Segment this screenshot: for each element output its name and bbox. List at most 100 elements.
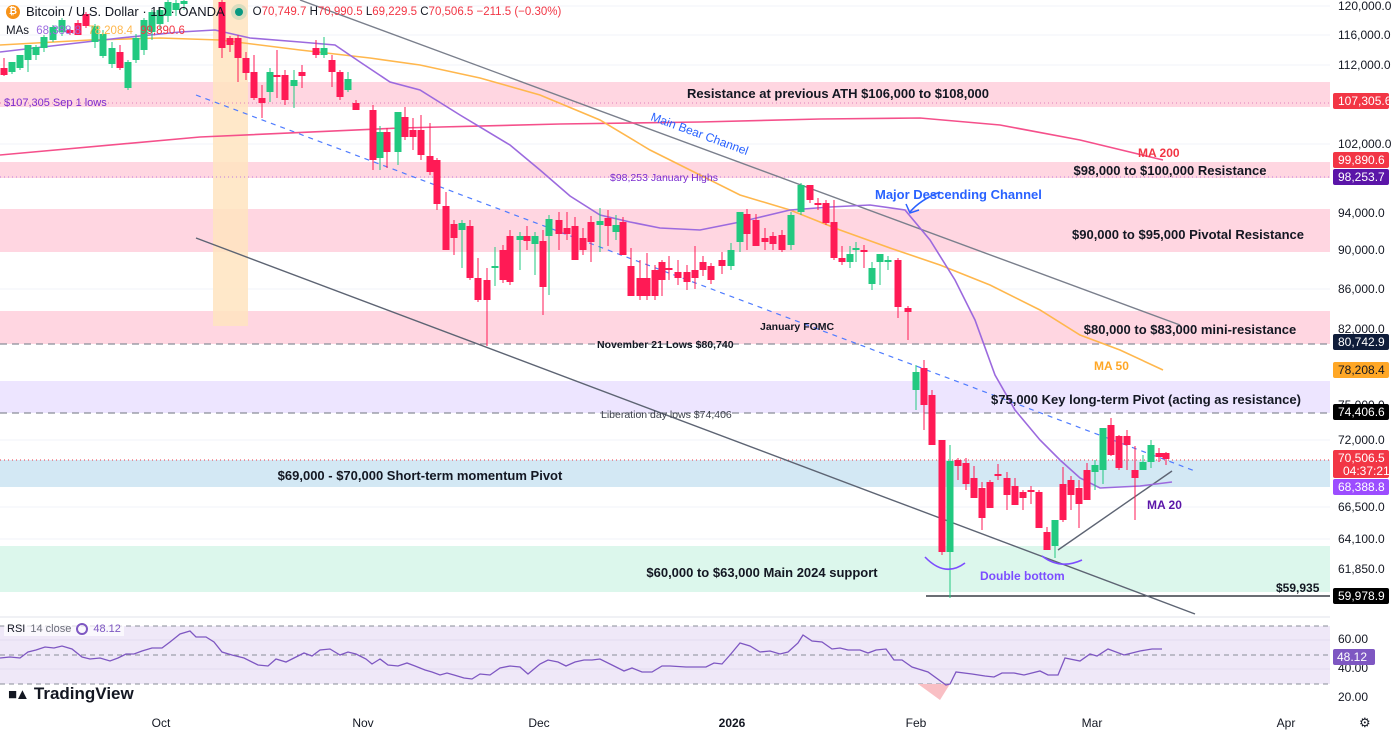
candle[interactable] xyxy=(1107,425,1115,455)
candle[interactable] xyxy=(884,260,892,262)
ma20-line[interactable] xyxy=(0,29,1173,489)
candle[interactable] xyxy=(124,62,132,88)
candle[interactable] xyxy=(242,58,250,73)
candle[interactable] xyxy=(523,236,531,241)
candle[interactable] xyxy=(587,222,595,242)
main-bear-channel-lower[interactable] xyxy=(195,237,1196,615)
candle[interactable] xyxy=(1083,470,1091,500)
candle[interactable] xyxy=(0,68,8,75)
candle[interactable] xyxy=(752,220,760,246)
candle[interactable] xyxy=(383,132,391,152)
candle[interactable] xyxy=(483,280,491,300)
candle[interactable] xyxy=(683,272,691,282)
candle[interactable] xyxy=(32,47,40,55)
candle[interactable] xyxy=(108,48,116,64)
candle[interactable] xyxy=(258,98,266,103)
candle[interactable] xyxy=(838,258,846,262)
candle[interactable] xyxy=(946,461,954,552)
candle[interactable] xyxy=(273,75,281,77)
symbol-header[interactable]: ₿ Bitcoin / U.S. Dollar · 1D · OANDA O70… xyxy=(6,4,561,19)
candle[interactable] xyxy=(876,254,884,262)
candle[interactable] xyxy=(180,1,188,4)
candle[interactable] xyxy=(778,235,786,250)
69k-70k-zone[interactable] xyxy=(0,460,1330,487)
candle[interactable] xyxy=(539,241,547,287)
candle[interactable] xyxy=(156,10,164,24)
candle[interactable] xyxy=(1059,484,1067,520)
60k-63k-zone[interactable] xyxy=(0,546,1330,592)
candle[interactable] xyxy=(298,72,306,76)
candle[interactable] xyxy=(336,72,344,97)
symbol-title[interactable]: Bitcoin / U.S. Dollar · 1D · OANDA xyxy=(26,4,225,19)
candle[interactable] xyxy=(636,278,644,296)
candle[interactable] xyxy=(401,117,409,137)
candle[interactable] xyxy=(91,26,99,42)
candle[interactable] xyxy=(99,34,107,56)
ma50-line[interactable] xyxy=(0,37,1164,371)
candle[interactable] xyxy=(962,463,970,484)
candle[interactable] xyxy=(218,2,226,48)
candle[interactable] xyxy=(290,80,298,86)
candle[interactable] xyxy=(1139,462,1147,470)
candle[interactable] xyxy=(651,270,659,296)
candle[interactable] xyxy=(743,214,751,234)
candles-layer[interactable] xyxy=(0,0,1170,598)
candle[interactable] xyxy=(458,223,466,230)
candle[interactable] xyxy=(466,226,474,278)
candle[interactable] xyxy=(787,215,795,245)
candle[interactable] xyxy=(806,185,814,200)
candle[interactable] xyxy=(40,37,48,48)
candle[interactable] xyxy=(904,308,912,312)
candle[interactable] xyxy=(761,238,769,242)
candle[interactable] xyxy=(579,238,587,250)
candle[interactable] xyxy=(691,270,699,278)
candle[interactable] xyxy=(8,62,16,72)
candle[interactable] xyxy=(234,38,242,58)
candle[interactable] xyxy=(1043,532,1051,550)
candle[interactable] xyxy=(1067,480,1075,495)
candle[interactable] xyxy=(369,110,377,160)
candle[interactable] xyxy=(450,224,458,238)
candle[interactable] xyxy=(978,488,986,518)
candle[interactable] xyxy=(852,248,860,250)
candle[interactable] xyxy=(658,262,666,280)
candle[interactable] xyxy=(1162,453,1170,459)
rsi-pane[interactable] xyxy=(0,625,1330,700)
candle[interactable] xyxy=(281,75,289,100)
candle[interactable] xyxy=(344,79,352,90)
candle[interactable] xyxy=(954,460,962,466)
candle[interactable] xyxy=(814,203,822,205)
candle[interactable] xyxy=(82,14,90,26)
candle[interactable] xyxy=(986,482,994,508)
candle[interactable] xyxy=(250,72,258,98)
candle[interactable] xyxy=(699,262,707,270)
main-bear-channel-upper[interactable] xyxy=(299,0,1181,326)
candle[interactable] xyxy=(718,260,726,266)
candle[interactable] xyxy=(555,220,563,234)
candle[interactable] xyxy=(1123,436,1131,445)
candle[interactable] xyxy=(1131,470,1139,478)
candle[interactable] xyxy=(797,185,805,212)
candle[interactable] xyxy=(928,395,936,445)
candle[interactable] xyxy=(563,228,571,234)
candle[interactable] xyxy=(1035,492,1043,528)
candle[interactable] xyxy=(830,222,838,258)
ma200-line[interactable] xyxy=(0,117,1164,161)
candle[interactable] xyxy=(1075,488,1083,504)
candle[interactable] xyxy=(860,250,868,252)
candle[interactable] xyxy=(376,132,384,158)
candle[interactable] xyxy=(1099,428,1107,470)
mas-legend[interactable]: MAs 68,388.8 78,208.4 99,890.6 xyxy=(6,25,185,37)
candle[interactable] xyxy=(545,219,553,236)
candle[interactable] xyxy=(846,254,854,262)
candle[interactable] xyxy=(1155,453,1163,457)
candle[interactable] xyxy=(619,222,627,255)
price-axis[interactable]: 120,000.0 116,000.0 112,000.0 102,000.0 94,0… xyxy=(1330,0,1400,735)
candle[interactable] xyxy=(491,266,499,268)
candle[interactable] xyxy=(1091,465,1099,472)
candle[interactable] xyxy=(132,38,140,60)
candle[interactable] xyxy=(226,38,234,45)
candle[interactable] xyxy=(674,272,682,278)
candle[interactable] xyxy=(516,236,524,240)
